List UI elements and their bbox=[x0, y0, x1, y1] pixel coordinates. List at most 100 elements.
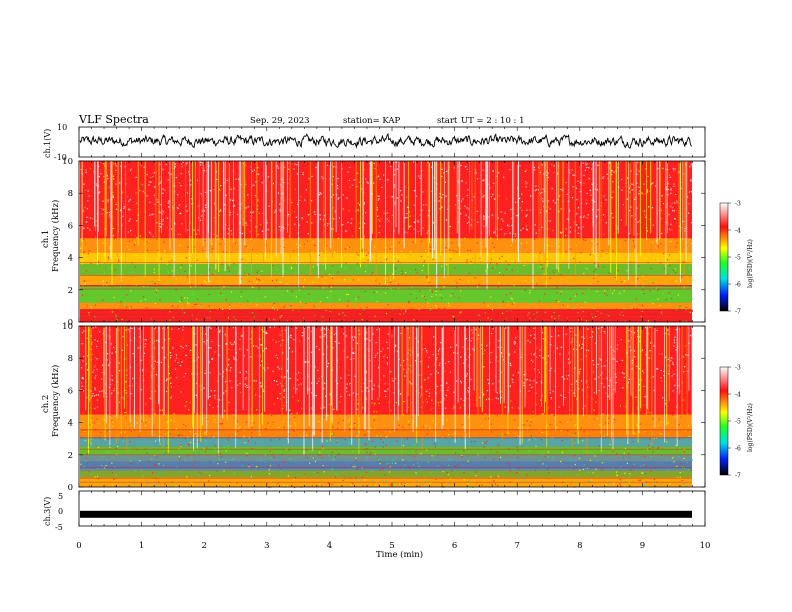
spectrogram-speckle bbox=[399, 393, 402, 395]
ch2-spectrogram-image bbox=[80, 326, 694, 489]
spectrogram-speckle bbox=[379, 257, 381, 260]
spectrogram-speckle bbox=[272, 405, 274, 407]
spectrogram-speckle bbox=[560, 460, 562, 463]
spectrogram-speckle bbox=[179, 212, 182, 214]
spectrogram-speckle bbox=[152, 402, 154, 404]
spectrogram-speckle bbox=[228, 304, 230, 306]
spectrogram-streak bbox=[129, 326, 131, 423]
spectrogram-speckle bbox=[174, 163, 177, 165]
spectrogram-speckle bbox=[641, 472, 643, 474]
spectrogram-speckle bbox=[214, 447, 216, 450]
spectrogram-speckle bbox=[269, 465, 272, 467]
spectrogram-speckle bbox=[96, 368, 98, 371]
spectrogram-speckle bbox=[483, 441, 485, 444]
spectrogram-speckle bbox=[483, 446, 485, 448]
spectrogram-speckle bbox=[276, 309, 279, 311]
spectrogram-speckle bbox=[87, 253, 89, 255]
spectrogram-speckle bbox=[179, 244, 181, 246]
spectrogram-speckle bbox=[459, 312, 461, 314]
spectrogram-speckle bbox=[400, 364, 402, 366]
spectrogram-speckle bbox=[365, 370, 368, 372]
spectrogram-speckle bbox=[442, 443, 444, 446]
spectrogram-speckle bbox=[376, 458, 379, 460]
spectrogram-speckle bbox=[267, 258, 269, 261]
spectrogram-speckle bbox=[394, 413, 396, 415]
spectrogram-speckle bbox=[403, 401, 405, 403]
spectrogram-speckle bbox=[452, 318, 454, 320]
spectrogram-speckle bbox=[575, 224, 578, 226]
spectrogram-speckle bbox=[500, 352, 502, 354]
spectrogram-speckle bbox=[496, 415, 499, 417]
spectrogram-speckle bbox=[293, 478, 295, 480]
spectrogram-speckle bbox=[460, 311, 462, 313]
spectrogram-speckle bbox=[493, 239, 495, 242]
spectrogram-speckle bbox=[161, 409, 164, 411]
spectrogram-speckle bbox=[625, 481, 628, 483]
spectrogram-speckle bbox=[311, 330, 313, 332]
spectrogram-streak bbox=[646, 161, 647, 241]
spectrogram-speckle bbox=[603, 331, 605, 333]
spectrogram-speckle bbox=[129, 218, 131, 220]
spectrogram-speckle bbox=[456, 352, 459, 354]
spectrogram-speckle bbox=[118, 260, 120, 263]
spectrogram-speckle bbox=[212, 408, 214, 410]
spectrogram-speckle bbox=[197, 356, 200, 358]
spectrogram-speckle bbox=[366, 471, 368, 473]
spectrogram-speckle bbox=[237, 430, 239, 433]
spectrogram-speckle bbox=[175, 354, 177, 356]
spectrogram-speckle bbox=[182, 161, 184, 163]
spectrogram-speckle bbox=[685, 320, 687, 322]
spectrogram-speckle bbox=[580, 380, 583, 382]
spectrogram-speckle bbox=[219, 189, 221, 191]
spectrogram-speckle bbox=[337, 177, 339, 180]
spectrogram-streak bbox=[666, 326, 668, 426]
spectrogram-speckle bbox=[82, 272, 84, 274]
spectrogram-speckle bbox=[486, 389, 489, 392]
spectrogram-streak bbox=[458, 161, 460, 247]
spectrogram-speckle bbox=[213, 461, 215, 463]
spectrogram-speckle bbox=[84, 189, 87, 191]
spectrogram-speckle bbox=[510, 400, 512, 402]
spectrogram-speckle bbox=[396, 440, 398, 442]
spectrogram-speckle bbox=[249, 230, 251, 232]
spectrogram-streak bbox=[322, 326, 324, 407]
spectrogram-speckle bbox=[431, 289, 433, 292]
spectrogram-speckle bbox=[317, 369, 319, 372]
spectrogram-speckle bbox=[652, 282, 654, 284]
spectrogram-speckle bbox=[275, 478, 277, 480]
spectrogram-streak bbox=[264, 326, 266, 412]
spectrogram-speckle bbox=[377, 399, 379, 401]
spectrogram-speckle bbox=[492, 170, 494, 172]
spectrogram-speckle bbox=[663, 370, 665, 372]
spectrogram-speckle bbox=[232, 326, 235, 329]
spectrogram-speckle bbox=[542, 200, 544, 202]
spectrogram-speckle bbox=[273, 302, 275, 305]
spectrogram-speckle bbox=[395, 401, 397, 404]
spectrogram-speckle bbox=[199, 164, 202, 166]
spectrogram-streak bbox=[335, 161, 337, 233]
spectrogram-speckle bbox=[416, 480, 418, 482]
spectrogram-speckle bbox=[93, 395, 95, 397]
spectrogram-speckle bbox=[327, 414, 329, 417]
spectrogram-streak bbox=[329, 326, 331, 442]
spectrogram-speckle bbox=[444, 362, 447, 365]
spectrogram-streak bbox=[207, 326, 209, 400]
spectrogram-speckle bbox=[338, 453, 340, 455]
spectrogram-speckle bbox=[296, 474, 298, 476]
spectrogram-speckle bbox=[490, 476, 492, 478]
spectrogram-speckle bbox=[594, 247, 597, 249]
spectrogram-speckle bbox=[92, 218, 94, 220]
spectrogram-speckle bbox=[294, 243, 296, 245]
spectrogram-speckle bbox=[366, 448, 368, 450]
spectrogram-speckle bbox=[413, 464, 415, 466]
spectrogram-speckle bbox=[82, 390, 84, 392]
spectrogram-speckle bbox=[384, 383, 386, 385]
spectrogram-speckle bbox=[185, 345, 187, 347]
spectrogram-speckle bbox=[529, 302, 532, 305]
spectrogram-speckle bbox=[392, 304, 394, 306]
spectrogram-speckle bbox=[549, 220, 551, 222]
spectrogram-speckle bbox=[154, 326, 157, 329]
spectrogram-speckle bbox=[524, 170, 526, 173]
spectrogram-speckle bbox=[235, 352, 237, 354]
